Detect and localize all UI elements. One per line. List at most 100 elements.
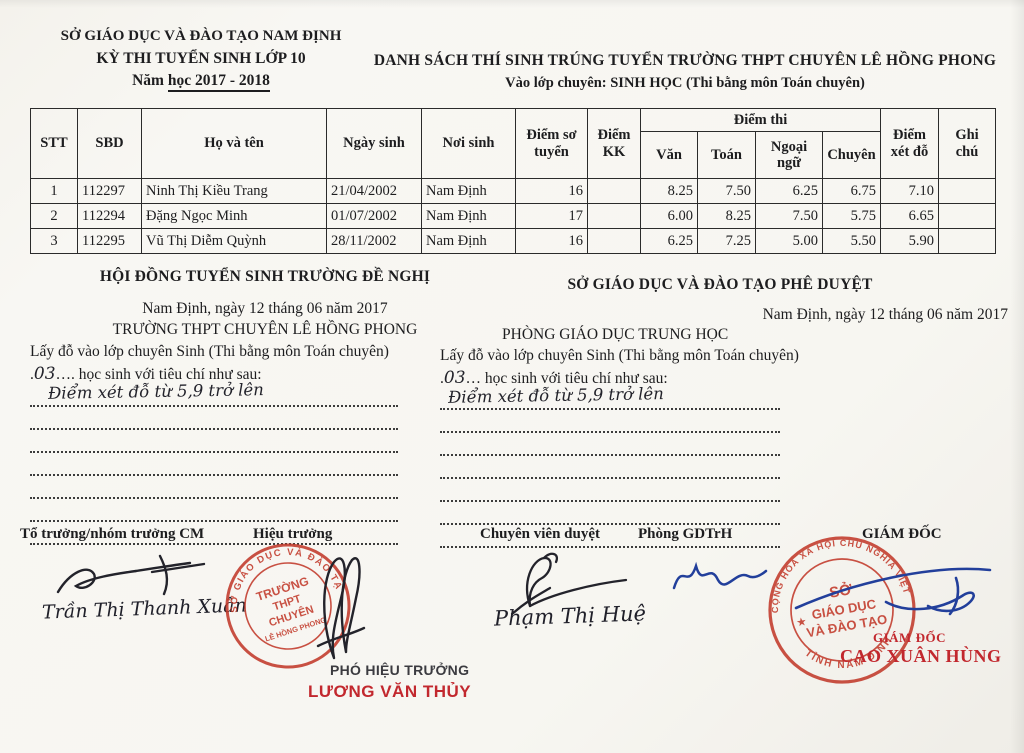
role-director: GIÁM ĐỐC bbox=[862, 526, 942, 542]
cell-xetdo: 6.65 bbox=[880, 203, 939, 229]
col-header-stt: STT bbox=[30, 108, 78, 179]
cell-pob: Nam Định bbox=[421, 178, 516, 204]
cell-sotuyen: 16 bbox=[515, 228, 588, 254]
scan-top-shadow bbox=[0, 0, 1024, 8]
left-org-line: TRƯỜNG THPT CHUYÊN LÊ HỒNG PHONG bbox=[112, 321, 418, 338]
dept-stamp-star: ★ bbox=[796, 617, 807, 629]
cell-name: Vũ Thị Diễm Quỳnh bbox=[141, 228, 327, 254]
issuing-department: SỞ GIÁO DỤC VÀ ĐÀO TẠO NAM ĐỊNH bbox=[60, 28, 342, 44]
col-group-diemthi: Điểm thi bbox=[640, 108, 881, 132]
cell-van: 8.25 bbox=[640, 178, 698, 204]
header-left-block: SỞ GIÁO DỤC VÀ ĐÀO TẠO NAM ĐỊNH KỲ THI T… bbox=[42, 26, 360, 93]
left-date-line: Nam Định, ngày 12 tháng 06 năm 2017 bbox=[142, 300, 388, 317]
right-approval-heading: SỞ GIÁO DỤC VÀ ĐÀO TẠO PHÊ DUYỆT bbox=[567, 276, 873, 293]
cell-sbd: 112297 bbox=[77, 178, 142, 204]
cell-kk bbox=[587, 178, 641, 204]
cell-sotuyen: 17 bbox=[515, 203, 588, 229]
signature-reviewer-ink bbox=[510, 552, 628, 616]
cell-ngoaingu: 7.50 bbox=[755, 203, 823, 229]
director-subtitle: GIÁM ĐỐC bbox=[873, 630, 946, 645]
cell-chuyen: 6.75 bbox=[822, 178, 881, 204]
col-header-name: Họ và tên bbox=[141, 108, 327, 179]
table-row: 1 112297 Ninh Thị Kiều Trang 21/04/2002 … bbox=[30, 178, 996, 204]
cell-sotuyen: 16 bbox=[515, 178, 588, 204]
dotted-line bbox=[30, 499, 398, 522]
left-handwritten-note: Điểm xét đỗ từ 5,9 trở lên bbox=[47, 380, 264, 403]
cell-chuyen: 5.75 bbox=[822, 203, 881, 229]
table-row: 3 112295 Vũ Thị Diễm Quỳnh 28/11/2002 Na… bbox=[30, 228, 996, 254]
cell-dob: 28/11/2002 bbox=[326, 228, 422, 254]
dotted-line bbox=[440, 525, 780, 548]
col-header-sbd: SBD bbox=[77, 108, 142, 179]
dotted-line bbox=[440, 433, 780, 456]
cell-sbd: 112294 bbox=[77, 203, 142, 229]
col-header-sotuyen: Điểm sơ tuyển bbox=[515, 108, 588, 179]
dotted-line bbox=[30, 476, 398, 499]
right-org-line: PHÒNG GIÁO DỤC TRUNG HỌC bbox=[502, 326, 729, 343]
document-title: DANH SÁCH THÍ SINH TRÚNG TUYỂN TRƯỜNG TH… bbox=[373, 52, 997, 69]
scan-edge-shadow bbox=[1010, 0, 1024, 753]
cell-dob: 01/07/2002 bbox=[326, 203, 422, 229]
cell-pob: Nam Định bbox=[421, 203, 516, 229]
left-handwritten-line: Điểm xét đỗ từ 5,9 trở lên bbox=[30, 380, 398, 407]
dotted-line bbox=[440, 410, 780, 433]
director-name: CAO XUÂN HÙNG bbox=[840, 646, 1002, 666]
col-header-kk: Điểm KK bbox=[587, 108, 641, 179]
left-approval-heading: HỘI ĐỒNG TUYỂN SINH TRƯỜNG ĐỀ NGHỊ bbox=[99, 268, 431, 285]
cell-stt: 1 bbox=[30, 178, 78, 204]
table-header-row-1: STT SBD Họ và tên Ngày sinh Nơi sinh Điể… bbox=[30, 108, 996, 179]
right-criteria-line: Lấy đỗ vào lớp chuyên Sinh (Thi bằng môn… bbox=[440, 347, 799, 364]
header-right-block: DANH SÁCH THÍ SINH TRÚNG TUYỂN TRƯỜNG TH… bbox=[355, 52, 1015, 92]
signature-director-ink bbox=[794, 567, 992, 616]
col-header-chuyen: Chuyên bbox=[822, 131, 881, 179]
left-count-line: .03…. học sinh với tiêu chí như sau: bbox=[30, 364, 262, 384]
col-header-toan: Toán bbox=[697, 131, 756, 179]
cell-xetdo: 5.90 bbox=[880, 228, 939, 254]
cell-ngoaingu: 6.25 bbox=[755, 178, 823, 204]
school-year: Năm học 2017 - 2018 bbox=[42, 70, 360, 93]
col-header-ghichu: Ghi chú bbox=[938, 108, 996, 179]
left-handwritten-count: 03 bbox=[33, 364, 56, 384]
results-table: STT SBD Họ và tên Ngày sinh Nơi sinh Điể… bbox=[30, 108, 996, 254]
cell-name: Đặng Ngọc Minh bbox=[141, 203, 327, 229]
dotted-line bbox=[440, 479, 780, 502]
cell-chuyen: 5.50 bbox=[822, 228, 881, 254]
right-handwritten-line: Điểm xét đỗ từ 5,9 trở lên bbox=[440, 384, 780, 410]
document-subtitle: Vào lớp chuyên: SINH HỌC (Thi bằng môn T… bbox=[505, 75, 865, 91]
cell-toan: 7.50 bbox=[697, 178, 756, 204]
right-handwritten-count: 03 bbox=[443, 368, 466, 388]
cell-ghichu bbox=[938, 228, 996, 254]
cell-ngoaingu: 5.00 bbox=[755, 228, 823, 254]
cell-van: 6.25 bbox=[640, 228, 698, 254]
cell-pob: Nam Định bbox=[421, 228, 516, 254]
dotted-line bbox=[440, 456, 780, 479]
signature-cm-ink bbox=[56, 554, 206, 596]
col-header-xetdo: Điểm xét đỗ bbox=[880, 108, 939, 179]
reviewer-signature-name: Phạm Thị Huệ bbox=[493, 601, 647, 631]
cell-stt: 2 bbox=[30, 203, 78, 229]
cell-toan: 7.25 bbox=[697, 228, 756, 254]
dotted-line bbox=[30, 522, 398, 545]
col-header-pob: Nơi sinh bbox=[421, 108, 516, 179]
right-date-line: Nam Định, ngày 12 tháng 06 năm 2017 bbox=[762, 306, 1008, 323]
dotted-line bbox=[30, 430, 398, 453]
cell-toan: 8.25 bbox=[697, 203, 756, 229]
dotted-line bbox=[440, 502, 780, 525]
col-header-van: Văn bbox=[640, 131, 698, 179]
col-header-ngoaingu: Ngoại ngữ bbox=[755, 131, 823, 179]
right-count-line: .03… học sinh với tiêu chí như sau: bbox=[440, 368, 668, 388]
vice-principal-title: PHÓ HIỆU TRƯỞNG bbox=[330, 662, 470, 678]
table-row: 2 112294 Đặng Ngọc Minh 01/07/2002 Nam Đ… bbox=[30, 203, 996, 229]
cell-sbd: 112295 bbox=[77, 228, 142, 254]
cell-ghichu bbox=[938, 178, 996, 204]
approval-left-block: HỘI ĐỒNG TUYỂN SINH TRƯỜNG ĐỀ NGHỊ Nam Đ… bbox=[30, 268, 520, 545]
role-reviewer: Chuyên viên duyệt bbox=[480, 526, 601, 542]
dotted-line bbox=[30, 453, 398, 476]
col-header-dob: Ngày sinh bbox=[326, 108, 422, 179]
cell-stt: 3 bbox=[30, 228, 78, 254]
cell-kk bbox=[587, 203, 641, 229]
table-header-row-2: Văn Toán Ngoại ngữ Chuyên bbox=[31, 131, 996, 179]
signature-dept-ink bbox=[672, 561, 768, 590]
exam-name: KỲ THI TUYỂN SINH LỚP 10 bbox=[96, 49, 306, 67]
